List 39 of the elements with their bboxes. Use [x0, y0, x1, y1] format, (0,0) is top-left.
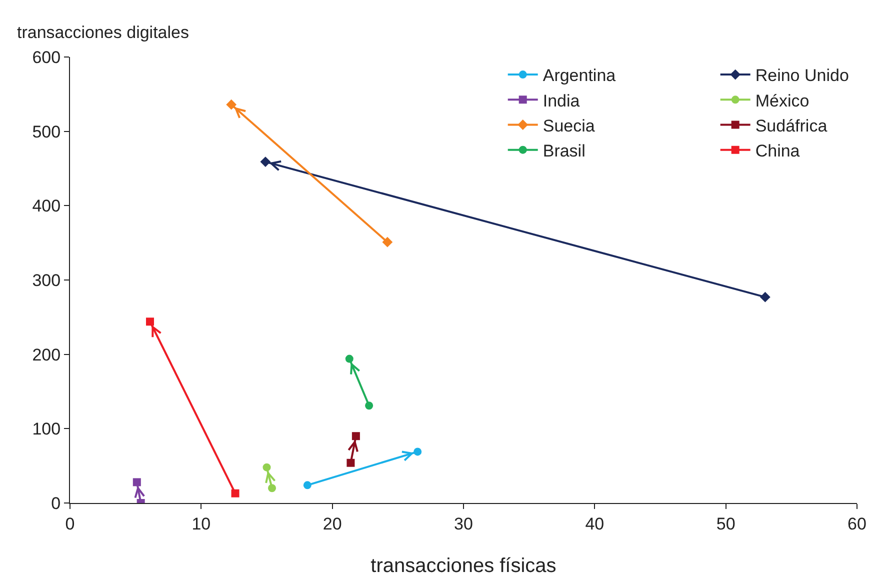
point [414, 448, 422, 456]
legend-label: Sudáfrica [755, 116, 828, 136]
point [231, 489, 240, 498]
x-tick-label: 40 [585, 514, 604, 534]
point [346, 458, 355, 467]
y-tick-label: 100 [32, 420, 61, 439]
point [146, 318, 154, 326]
y-tick-label: 300 [32, 270, 61, 290]
x-axis-title: transacciones físicas [370, 554, 556, 577]
point [132, 478, 141, 486]
legend-label: Brasil [542, 141, 586, 160]
point [226, 99, 237, 110]
legend-label: México [755, 91, 810, 110]
legend-label: Argentina [542, 66, 616, 86]
point [352, 432, 360, 440]
point [382, 236, 393, 248]
x-tick-label: 50 [716, 514, 736, 534]
y-tick-label: 400 [32, 196, 61, 216]
x-tick-label: 0 [65, 514, 75, 534]
point [268, 484, 276, 492]
y-tick-label: 0 [51, 494, 61, 513]
x-tick-label: 30 [454, 514, 473, 534]
point [365, 402, 374, 410]
point [760, 292, 770, 302]
y-tick-label: 500 [32, 122, 61, 142]
x-tick-label: 20 [322, 514, 342, 534]
x-tick-label: 60 [848, 514, 866, 534]
legend-label: India [542, 91, 580, 110]
legend-label: China [755, 141, 800, 160]
legend-label: Suecia [542, 116, 596, 136]
point [260, 156, 271, 168]
point [345, 354, 354, 363]
legend-label: Reino Unido [755, 66, 849, 86]
y-axis-title: transacciones digitales [17, 23, 189, 42]
x-tick-label: 10 [192, 514, 211, 534]
point [303, 481, 312, 490]
point [262, 463, 271, 472]
y-tick-label: 600 [32, 48, 61, 67]
y-tick-label: 200 [32, 345, 61, 364]
